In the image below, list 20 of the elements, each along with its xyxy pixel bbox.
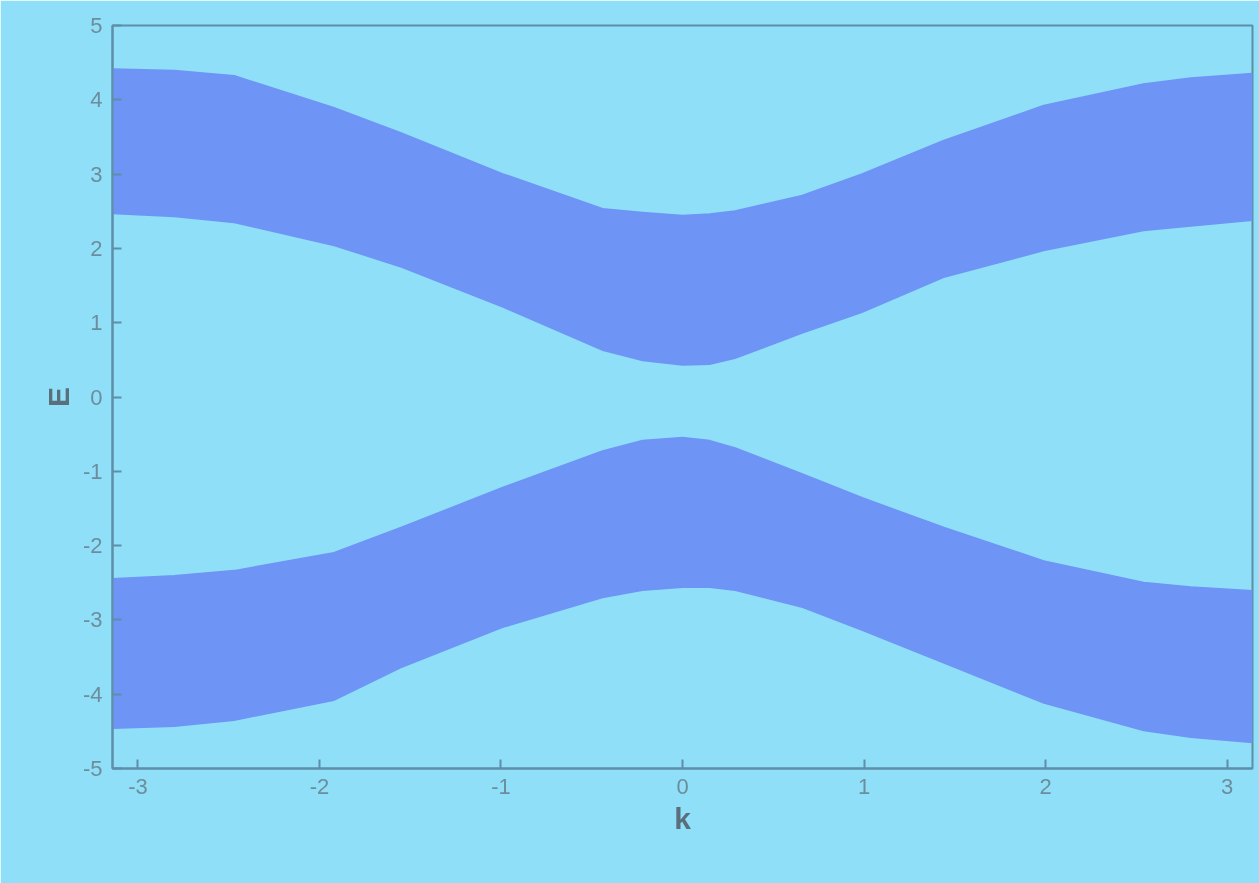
y-tick-label: -5 bbox=[82, 756, 103, 781]
y-tick-label: -2 bbox=[82, 533, 103, 559]
x-tick-label: 1 bbox=[857, 773, 871, 799]
y-tick-label: -4 bbox=[82, 681, 103, 707]
x-tick-label: -1 bbox=[491, 773, 511, 799]
x-tick-label: -2 bbox=[309, 773, 330, 799]
y-tick-label: 4 bbox=[90, 87, 103, 113]
y-tick-label: 5 bbox=[90, 13, 103, 38]
y-tick-label: -3 bbox=[82, 607, 103, 633]
y-tick-label: -1 bbox=[82, 458, 103, 484]
x-tick-label: -3 bbox=[128, 773, 148, 799]
y-tick-label: 1 bbox=[90, 310, 103, 336]
x-tick-label: 2 bbox=[1039, 773, 1052, 799]
x-tick-label: 3 bbox=[1220, 773, 1234, 799]
y-axis-title: E bbox=[41, 386, 75, 407]
y-tick-label: 2 bbox=[90, 235, 103, 261]
y-tick-label: 3 bbox=[90, 161, 103, 187]
x-axis-title: k bbox=[674, 801, 692, 835]
y-tick-label: 0 bbox=[90, 384, 103, 410]
x-tick-label: 0 bbox=[676, 773, 689, 799]
